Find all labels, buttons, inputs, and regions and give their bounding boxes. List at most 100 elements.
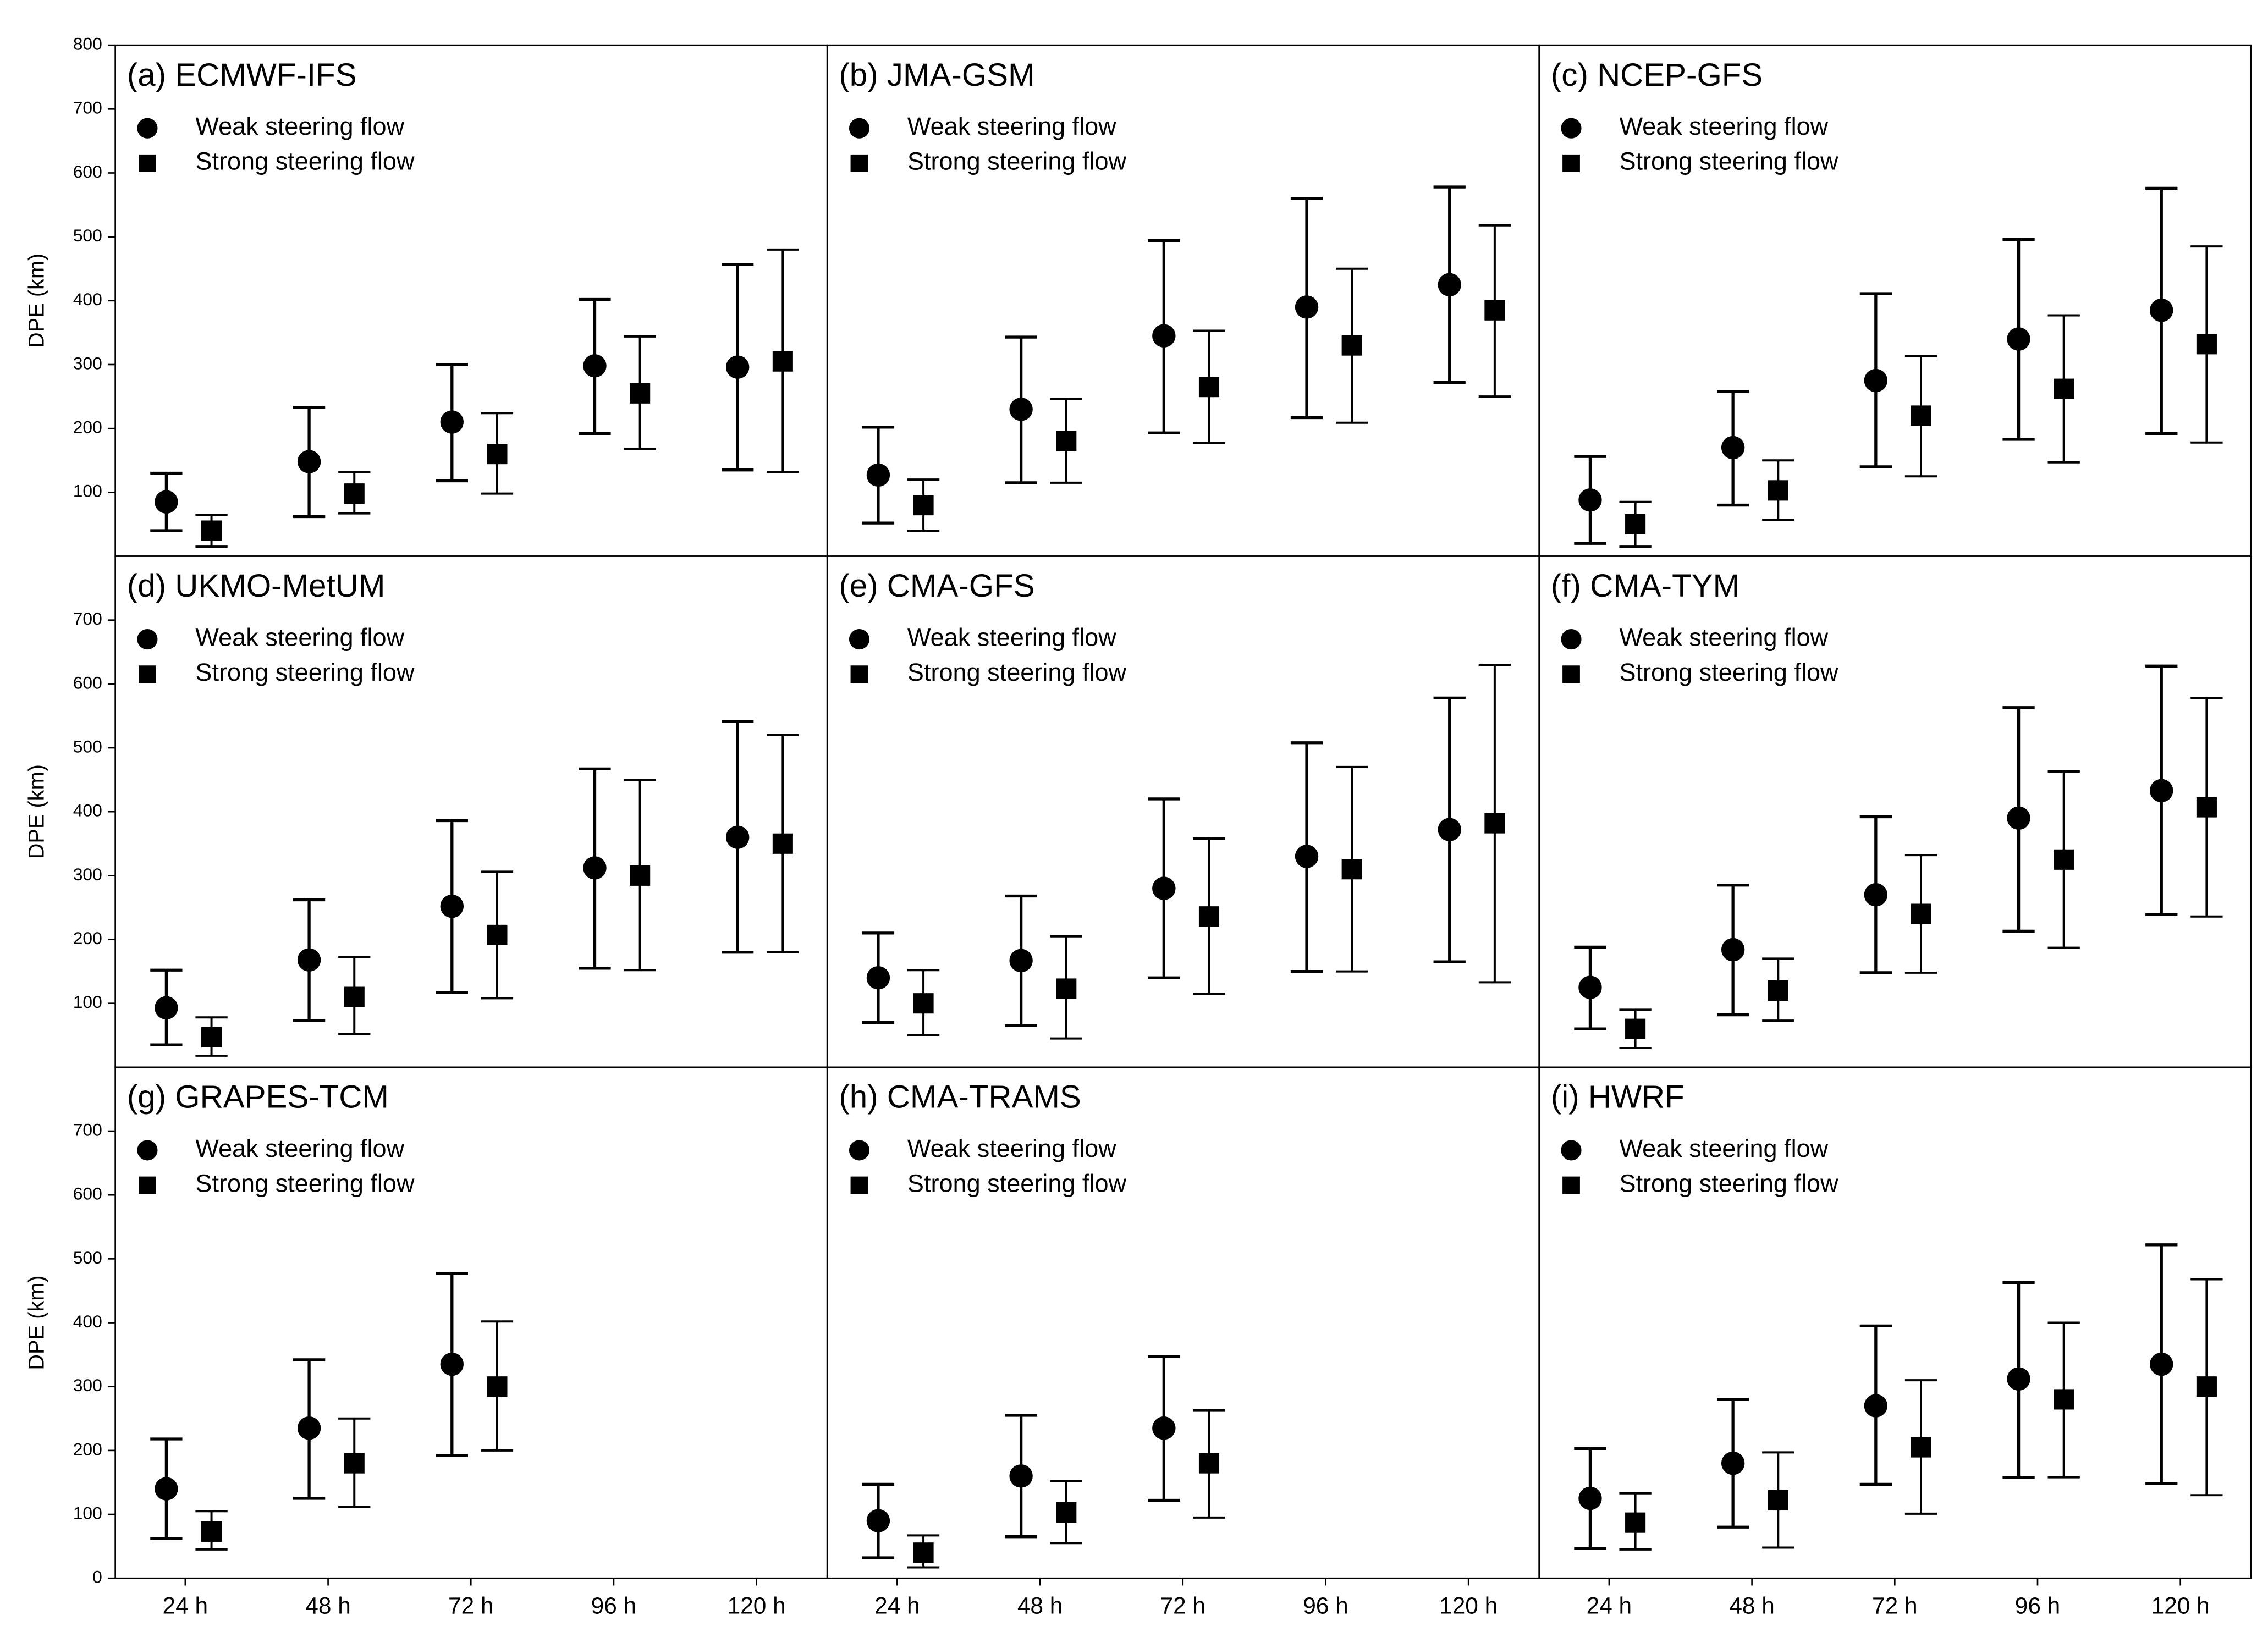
point (1864, 1394, 1888, 1418)
panel-title: (c) NCEP-GFS (1551, 57, 1763, 93)
point (440, 894, 464, 918)
point (772, 833, 793, 854)
y-axis-label: DPE (km) (25, 764, 49, 859)
legend-label: Strong steering flow (1619, 1169, 1838, 1197)
legend-marker (849, 629, 870, 650)
y-tick-label: 600 (73, 162, 102, 181)
legend-marker (1561, 629, 1582, 650)
point (1864, 883, 1888, 907)
point (201, 1521, 222, 1542)
point (297, 948, 321, 972)
point (1198, 1453, 1220, 1474)
point (1438, 818, 1461, 841)
point (1721, 938, 1745, 962)
legend-marker (1562, 154, 1580, 172)
point (866, 1509, 890, 1532)
legend-label: Weak steering flow (907, 1134, 1116, 1162)
point (155, 1477, 178, 1501)
y-tick-label: 700 (73, 98, 102, 118)
x-tick-label: 48 h (1017, 1592, 1063, 1618)
point (1009, 949, 1033, 973)
point (487, 924, 508, 945)
legend-marker (139, 1176, 156, 1194)
x-tick-label: 24 h (163, 1592, 208, 1618)
point (630, 383, 651, 404)
y-tick-label: 300 (73, 1375, 102, 1395)
point (2007, 327, 2030, 351)
legend-marker (1562, 1176, 1580, 1194)
point (1198, 377, 1220, 398)
legend-marker (139, 154, 156, 172)
legend-label: Strong steering flow (1619, 658, 1838, 686)
x-tick-label: 96 h (2015, 1592, 2061, 1618)
point (155, 490, 178, 514)
point (344, 1453, 365, 1474)
legend-marker (1561, 1140, 1582, 1161)
point (1911, 1437, 1931, 1458)
y-tick-label: 500 (73, 736, 102, 756)
point (1009, 1464, 1033, 1488)
point (1721, 1451, 1745, 1475)
panel-title: (e) CMA-GFS (839, 568, 1034, 604)
x-tick-label: 120 h (1439, 1592, 1498, 1618)
point (1438, 273, 1461, 296)
x-tick-label: 24 h (874, 1592, 920, 1618)
point (1056, 1502, 1077, 1523)
point (344, 483, 365, 504)
panel-title: (f) CMA-TYM (1551, 568, 1739, 604)
legend-label: Weak steering flow (195, 112, 404, 140)
legend-marker (850, 1176, 868, 1194)
x-tick-label: 72 h (1160, 1592, 1206, 1618)
x-tick-label: 24 h (1587, 1592, 1632, 1618)
y-tick-label: 400 (73, 289, 102, 309)
y-tick-label: 400 (73, 801, 102, 820)
point (1768, 1490, 1788, 1511)
legend-marker (137, 629, 158, 650)
x-tick-label: 96 h (591, 1592, 637, 1618)
point (487, 444, 508, 465)
legend-marker (139, 665, 156, 683)
point (201, 520, 222, 541)
point (1625, 1512, 1646, 1533)
point (583, 856, 607, 880)
point (2054, 378, 2074, 399)
point (583, 354, 607, 378)
legend-marker (849, 118, 870, 139)
y-tick-label: 100 (73, 992, 102, 1012)
x-tick-label: 120 h (2151, 1592, 2210, 1618)
point (2007, 806, 2030, 830)
y-tick-label: 200 (73, 417, 102, 437)
point (913, 1542, 934, 1563)
point (1152, 876, 1176, 900)
x-tick-label: 96 h (1303, 1592, 1348, 1618)
point (866, 463, 890, 487)
point (1152, 1416, 1176, 1440)
y-tick-label: 200 (73, 1439, 102, 1459)
panel-title: (i) HWRF (1551, 1079, 1685, 1115)
point (1768, 480, 1788, 501)
y-tick-label: 700 (73, 1120, 102, 1139)
y-tick-label: 600 (73, 672, 102, 692)
point (1484, 300, 1505, 321)
point (2150, 299, 2173, 322)
legend-marker (850, 154, 868, 172)
panel-title: (h) CMA-TRAMS (839, 1079, 1081, 1115)
point (772, 351, 793, 372)
point (1009, 398, 1033, 421)
point (913, 993, 934, 1014)
point (630, 865, 651, 886)
point (1341, 335, 1362, 356)
y-tick-label: 500 (73, 1248, 102, 1267)
legend-marker (137, 118, 158, 139)
legend-label: Strong steering flow (195, 658, 415, 686)
point (155, 996, 178, 1020)
legend-marker (1562, 665, 1580, 683)
point (1484, 813, 1505, 834)
y-tick-label: 400 (73, 1311, 102, 1331)
point (2196, 1376, 2217, 1397)
point (2150, 1352, 2173, 1376)
legend-label: Strong steering flow (1619, 147, 1838, 175)
point (2196, 797, 2217, 818)
legend-label: Weak steering flow (1619, 112, 1828, 140)
